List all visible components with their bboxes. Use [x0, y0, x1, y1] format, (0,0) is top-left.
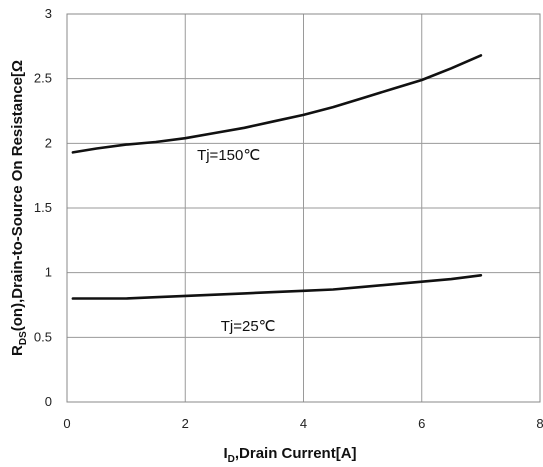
- series-line-tj150: [71, 54, 483, 154]
- x-tick-label: 4: [300, 416, 307, 431]
- y-axis-label-subscript: DS: [18, 331, 29, 345]
- y-tick-labels: 0 0.5 1 1.5 2 2.5 3: [34, 6, 52, 409]
- annotation-label-1: Tj=25℃: [221, 318, 276, 335]
- annotations: Tj=150℃ Tj=25℃: [197, 147, 275, 335]
- y-tick-label: 1: [45, 265, 52, 280]
- x-axis-label: ID,Drain Current[A]: [223, 445, 356, 465]
- plot-area-frame: [66, 13, 541, 403]
- y-axis-label-rest: (on),Drain-to-Source On Resistance[Ω: [9, 60, 26, 331]
- x-axis-label-subscript: D: [228, 454, 235, 465]
- y-tick-label: 3: [45, 6, 52, 21]
- series-line-tj25: [71, 274, 483, 300]
- y-tick-label: 0.5: [34, 329, 52, 344]
- y-tick-label: 2.5: [34, 71, 52, 86]
- series-layer: [71, 54, 483, 300]
- x-tick-label: 2: [182, 416, 189, 431]
- x-axis-label-rest: ,Drain Current[A]: [235, 445, 357, 462]
- x-axis-label-main: I: [223, 445, 227, 462]
- annotation-label-0: Tj=150℃: [197, 147, 260, 164]
- x-tick-label: 0: [63, 416, 70, 431]
- y-tick-label: 1.5: [34, 200, 52, 215]
- x-tick-label: 8: [536, 416, 543, 431]
- y-tick-label: 2: [45, 135, 52, 150]
- y-tick-label: 0: [45, 394, 52, 409]
- y-axis-label-main: R: [9, 345, 26, 356]
- x-tick-labels: 0 2 4 6 8: [63, 416, 543, 431]
- x-tick-label: 6: [418, 416, 425, 431]
- y-axis-label: RDS(on),Drain-to-Source On Resistance[Ω: [9, 60, 29, 356]
